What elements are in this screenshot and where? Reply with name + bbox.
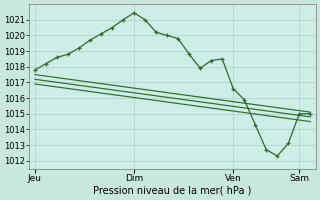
X-axis label: Pression niveau de la mer( hPa ): Pression niveau de la mer( hPa ) — [93, 186, 252, 196]
